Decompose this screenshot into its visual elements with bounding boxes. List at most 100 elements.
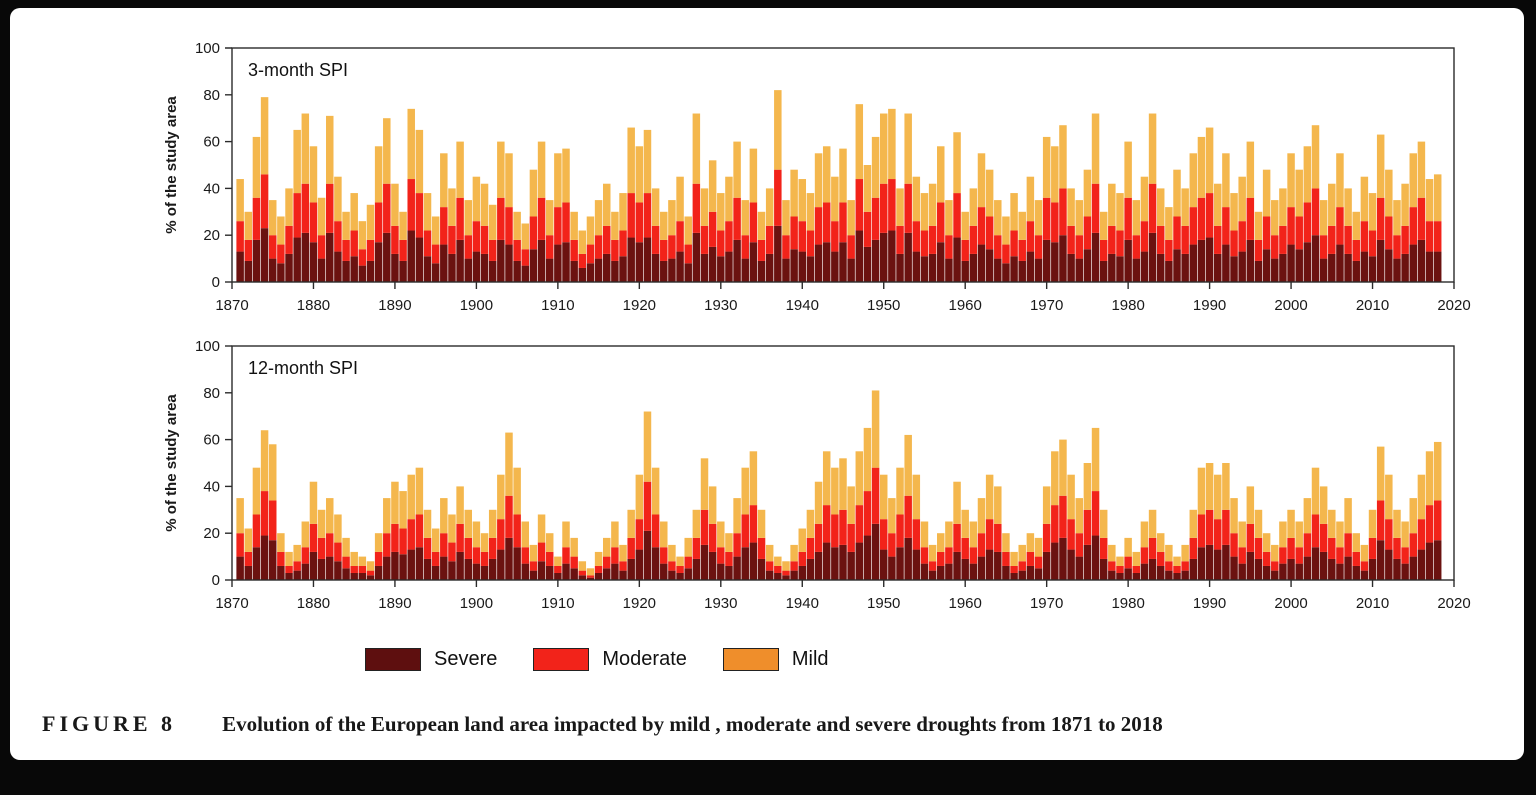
moderate-bar [374,202,383,243]
severe-bar [415,547,424,580]
moderate-bar [1246,523,1255,552]
severe-bar [888,230,896,282]
mild-bar [871,136,880,198]
moderate-bar [440,207,448,245]
severe-bar [399,554,407,580]
moderate-bar [309,523,318,552]
moderate-bar [594,565,603,573]
moderate-bar [1124,197,1132,240]
severe-bar [1189,244,1198,282]
moderate-bar [1173,216,1181,250]
severe-bar [1368,558,1377,580]
severe-bar [448,561,456,580]
moderate-bar [570,556,578,569]
severe-bar [480,253,489,282]
severe-bar [285,572,293,580]
chart-svg: 0 20 40 60 80 100 1870 1880 1890 1900 1910 1920 1930… [163,40,1471,314]
mild-bar [1287,153,1295,208]
severe-bar [1319,258,1328,282]
moderate-bar [293,561,301,571]
mild-bar [619,193,627,231]
severe-bar [537,561,546,580]
severe-bar [969,253,978,282]
severe-bar [668,570,676,580]
severe-bar [912,251,921,282]
severe-bar [1189,558,1198,580]
moderate-bar [1116,230,1124,257]
severe-bar [1042,239,1051,282]
mild-bar [1067,474,1075,520]
moderate-bar [969,225,978,254]
mild-bar [1385,474,1393,520]
mild-bar [334,176,342,222]
mild-bar [635,146,644,203]
moderate-bar [733,197,741,240]
chart-12month-spi: 0 20 40 60 80 100 1870 1880 1890 1900 1910 1920 1930… [160,336,1524,620]
moderate-bar [603,556,611,569]
mild-bar [301,113,310,184]
severe-bar [521,563,530,580]
mild-bar [407,108,415,180]
severe-bar [383,556,391,580]
severe-bar [383,232,391,282]
mild-bar [334,514,342,543]
severe-bar [497,239,505,282]
mild-bar [847,486,855,524]
mild-bar [1067,188,1075,226]
severe-bar [863,535,872,580]
x-tick-label: 1980 [1111,297,1144,314]
mild-bar [733,141,741,198]
mild-bar [1401,521,1409,548]
moderate-bar [692,537,701,559]
mild-bar [774,90,782,170]
moderate-bar [700,509,709,545]
severe-bar [1197,239,1206,282]
severe-bar [1295,249,1303,282]
mild-bar [1051,146,1059,203]
severe-bar [1116,572,1124,580]
moderate-bar [912,519,921,550]
mild-bar [611,521,619,548]
moderate-bar [1417,519,1426,550]
severe-bar [317,558,326,580]
mild-bar [1197,467,1206,515]
severe-bar [1002,263,1010,282]
moderate-bar [1181,225,1189,254]
severe-bar [545,565,554,580]
legend-swatch-moderate [533,648,590,671]
severe-bar [244,565,253,580]
moderate-bar [423,230,432,257]
severe-bar [1271,570,1279,580]
severe-bar [855,542,864,580]
mild-bar [953,132,961,194]
moderate-bar [277,551,285,566]
severe-bar [611,563,619,580]
severe-bar [774,572,782,580]
moderate-bar [1409,533,1418,557]
moderate-bar [1222,509,1230,545]
severe-bar [252,239,261,282]
moderate-bar [660,547,668,564]
moderate-bar [480,551,489,566]
mild-bar [643,411,652,482]
moderate-bar [1311,188,1320,236]
mild-bar [879,113,888,184]
mild-bar [1385,169,1393,217]
mild-bar [1368,193,1377,231]
moderate-bar [1018,561,1026,571]
panel-title: 12-month SPI [248,358,358,378]
mild-bar [1018,544,1026,562]
mild-bar [741,467,749,515]
severe-bar [1140,563,1149,580]
moderate-bar [831,514,839,548]
moderate-bar [635,202,644,243]
mild-bar [1287,509,1295,538]
mild-bar [994,200,1002,236]
moderate-bar [1295,547,1303,564]
moderate-bar [326,183,334,233]
mild-bar [537,141,546,198]
moderate-bar [1108,225,1116,254]
mild-bar [309,481,318,524]
mild-bar [765,188,774,226]
severe-bar [513,260,521,282]
